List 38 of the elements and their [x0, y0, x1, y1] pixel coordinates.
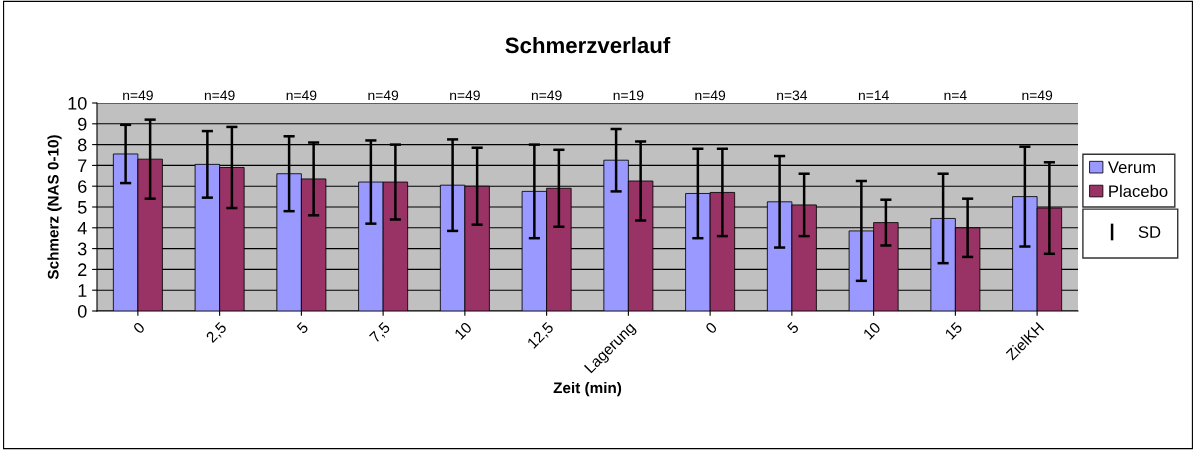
y-tick-label: 5 — [77, 201, 87, 214]
text: n=49 — [368, 90, 399, 101]
y-tick-label: 7 — [78, 159, 87, 172]
legend-label: Verum — [1107, 161, 1155, 174]
text: n=49 — [204, 90, 235, 101]
x-tick-label: 10 — [453, 321, 473, 340]
text: n=49 — [531, 90, 562, 101]
y-tick-label: 3 — [77, 242, 87, 256]
x-tick-label: 2,5 — [205, 321, 229, 345]
text: SD — [1138, 226, 1161, 238]
y-tick-label: 9 — [78, 117, 87, 131]
y-tick-label: 8 — [78, 138, 87, 152]
y-tick-label: 4 — [77, 221, 87, 235]
y-tick-label: 6 — [78, 180, 87, 193]
x-tick-label: 10 — [862, 321, 882, 340]
y-axis-title: Schmerz (NAS 0-10) — [47, 135, 62, 280]
text: n=49 — [286, 90, 317, 101]
text: n=4 — [944, 90, 967, 101]
text: n=19 — [613, 90, 644, 101]
x-tick-label: 7,5 — [369, 321, 392, 345]
x-tick-label: 0 — [132, 321, 146, 335]
y-tick-label: 1 — [78, 284, 87, 297]
y-tick-label: 0 — [77, 304, 87, 318]
y-tick-label: 2 — [78, 263, 87, 276]
x-tick-label: 15 — [944, 321, 963, 340]
legend-label: Placebo — [1109, 184, 1168, 198]
text: n=49 — [695, 90, 726, 101]
text: n=34 — [777, 90, 808, 101]
text: n=14 — [858, 90, 889, 101]
x-tick-label: 5 — [786, 321, 800, 335]
text: n=49 — [123, 90, 153, 101]
text: n=49 — [1022, 90, 1053, 101]
text: n=49 — [450, 90, 480, 101]
x-tick-label: 5 — [296, 321, 309, 335]
y-tick-label: 10 — [68, 96, 87, 110]
x-tick-label: 0 — [704, 321, 718, 335]
chart-title: Schmerzverlauf — [505, 36, 671, 54]
x-axis-title: Zeit (min) — [553, 382, 622, 397]
